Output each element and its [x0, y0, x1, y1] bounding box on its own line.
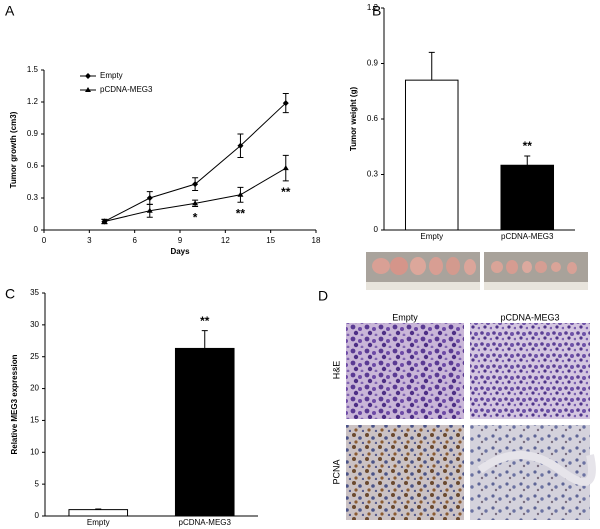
micrograph [470, 425, 590, 520]
significance-mark: ** [281, 185, 291, 199]
column-label: Empty [392, 312, 418, 322]
y-tick-label: 1.5 [27, 65, 39, 74]
y-tick-label: 0.3 [367, 170, 379, 179]
y-tick-label: 0 [374, 225, 379, 234]
y-tick-label: 1.2 [27, 97, 39, 106]
bar [174, 347, 235, 517]
micrograph [470, 323, 590, 419]
legend-label: pCDNA-MEG3 [100, 85, 153, 94]
error-bar [237, 133, 244, 158]
error-bar [146, 191, 153, 205]
significance-mark: ** [236, 206, 246, 220]
legend-marker [85, 87, 91, 92]
x-axis-title: Days [170, 247, 190, 256]
panel-label: A [5, 3, 15, 19]
significance-mark: * [193, 211, 198, 225]
y-tick-label: 0 [34, 225, 39, 234]
tumor-photo [484, 252, 588, 290]
marker [146, 195, 153, 201]
error-bar [282, 154, 289, 182]
y-tick-label: 1.2 [367, 3, 379, 12]
marker [146, 207, 153, 213]
y-tick-label: 35 [30, 288, 39, 297]
error-bar [146, 203, 153, 218]
error-bar [282, 92, 289, 114]
x-tick-label: Empty [420, 232, 443, 241]
y-tick-label: 10 [30, 447, 39, 456]
error-bar [95, 508, 102, 510]
error-bar [524, 155, 531, 166]
row-label: H&E [331, 361, 341, 380]
tumor-photo [366, 252, 480, 290]
legend-label: Empty [100, 71, 123, 80]
marker [101, 218, 108, 224]
panel-label: D [318, 288, 328, 304]
marker [192, 200, 199, 206]
x-tick-label: 6 [132, 236, 137, 245]
marker [282, 165, 289, 171]
x-tick-label: 3 [87, 236, 92, 245]
bar [68, 509, 129, 517]
x-tick-label: 0 [42, 236, 47, 245]
error-bar [192, 177, 199, 192]
micrograph [346, 323, 464, 419]
y-axis-title: Tumor weight (g) [349, 87, 358, 152]
row-label: PCNA [331, 459, 341, 484]
column-label: pCDNA-MEG3 [500, 312, 559, 322]
y-tick-label: 0.6 [27, 161, 39, 170]
error-bar [428, 51, 435, 81]
y-tick-label: 0.9 [367, 59, 379, 68]
y-tick-label: 30 [30, 320, 39, 329]
marker [237, 191, 244, 197]
bar [500, 164, 555, 231]
y-tick-label: 0.9 [27, 129, 39, 138]
x-tick-label: 18 [312, 236, 321, 245]
tissue-streak [477, 451, 596, 486]
marker [282, 100, 289, 107]
micrograph [346, 425, 464, 520]
y-tick-label: 0.6 [367, 114, 379, 123]
y-tick-label: 20 [30, 384, 39, 393]
y-tick-label: 5 [35, 479, 40, 488]
legend-marker [85, 73, 91, 79]
bar [404, 79, 459, 231]
significance-mark: ** [523, 139, 533, 153]
error-bar [237, 186, 244, 203]
panel-label: C [5, 286, 15, 302]
y-axis-title: Relative MEG3 expression [10, 354, 19, 454]
error-bar [201, 330, 208, 349]
panel-label: B [372, 3, 381, 19]
x-tick-label: 12 [221, 236, 230, 245]
y-tick-label: 25 [30, 352, 39, 361]
y-tick-label: 0.3 [27, 193, 39, 202]
x-tick-label: 9 [178, 236, 183, 245]
marker [237, 142, 244, 149]
y-tick-label: 0 [35, 511, 40, 520]
y-tick-label: 15 [30, 416, 39, 425]
significance-mark: ** [200, 314, 210, 328]
x-tick-label: 15 [266, 236, 275, 245]
x-tick-label: pCDNA-MEG3 [179, 518, 232, 527]
y-axis-title: Tumor growth (cm3) [9, 111, 18, 188]
x-tick-label: pCDNA-MEG3 [501, 232, 554, 241]
x-tick-label: Empty [87, 518, 110, 527]
marker [192, 181, 199, 188]
